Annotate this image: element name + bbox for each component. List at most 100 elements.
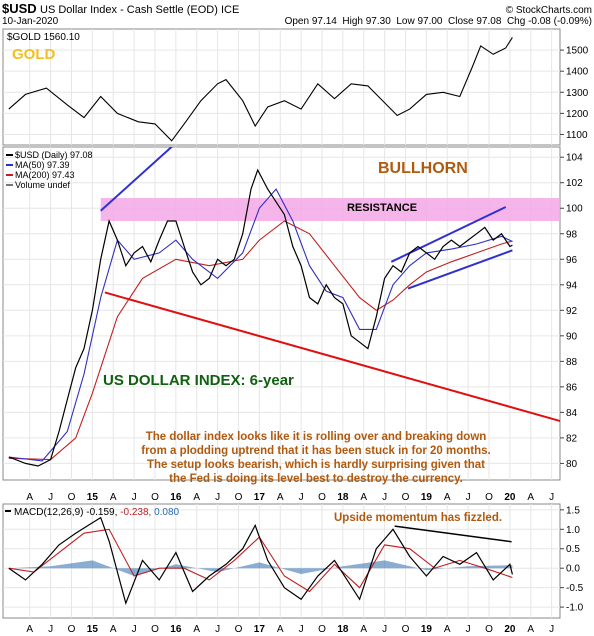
macd-legend: MACD(12,26,9) -0.159, -0.238, 0.080 bbox=[14, 507, 180, 518]
macd-legend-part: -0.238, bbox=[120, 507, 154, 518]
y-tick-label: 94 bbox=[566, 280, 578, 291]
usd-legend-item: MA(50) 97.39 bbox=[15, 160, 70, 170]
x-tick-label: J bbox=[132, 492, 137, 503]
x-tick-label: J bbox=[382, 624, 387, 635]
y-tick-label: 104 bbox=[566, 153, 583, 164]
x-tick-label: O bbox=[235, 492, 243, 503]
macd-trendline bbox=[394, 525, 512, 543]
x-tick-label: 20 bbox=[504, 492, 516, 503]
y-tick-label: 96 bbox=[566, 255, 578, 266]
x-axis-top: A J O 15 A J O 16 A J O 17 A J O 18 A J O 19 A J O 20 A J bbox=[26, 492, 554, 503]
y-tick-label: 1300 bbox=[566, 88, 589, 99]
x-tick-label: A bbox=[277, 624, 284, 635]
x-tick-label: O bbox=[68, 492, 76, 503]
chart-name: US Dollar Index - Cash Settle (EOD) ICE bbox=[40, 4, 239, 16]
x-tick-label: J bbox=[132, 624, 137, 635]
resistance-band bbox=[100, 198, 560, 221]
y-tick-label: 0.0 bbox=[566, 564, 580, 575]
trendline-channel-lower bbox=[407, 249, 513, 290]
macd-legend-part: 0.080 bbox=[154, 507, 179, 518]
x-tick-label: O bbox=[402, 492, 410, 503]
x-tick-label: O bbox=[318, 492, 326, 503]
x-tick-label: 18 bbox=[337, 492, 349, 503]
y-tick-label: 80 bbox=[566, 459, 578, 470]
x-tick-label: A bbox=[527, 624, 534, 635]
gold-panel: 1100 1200 1300 1400 1500 $GOLD 1560.10 GOLD bbox=[2, 28, 589, 146]
x-tick-label: J bbox=[48, 624, 53, 635]
ma50-line bbox=[8, 188, 513, 462]
x-tick-label: O bbox=[151, 492, 159, 503]
chart-source: © StockCharts.com bbox=[506, 5, 592, 16]
y-tick-label: 98 bbox=[566, 229, 578, 240]
gold-panel-frame bbox=[2, 28, 561, 146]
bullhorn-label: BULLHORN bbox=[378, 160, 468, 177]
x-tick-label: 15 bbox=[87, 492, 99, 503]
x-tick-label: J bbox=[48, 492, 53, 503]
x-tick-label: O bbox=[402, 624, 410, 635]
commentary-line: from a plodding uptrend that it has been… bbox=[141, 445, 491, 457]
x-tick-label: A bbox=[26, 492, 33, 503]
usd-legend-item: $USD (Daily) 97.08 bbox=[15, 150, 93, 160]
x-tick-label: J bbox=[215, 624, 220, 635]
index-title-label: US DOLLAR INDEX: 6-year bbox=[103, 372, 294, 389]
x-tick-label: A bbox=[527, 492, 534, 503]
x-tick-label: A bbox=[193, 492, 200, 503]
x-tick-label: J bbox=[549, 492, 554, 503]
y-tick-label: 1200 bbox=[566, 109, 589, 120]
x-tick-label: O bbox=[485, 492, 493, 503]
usd-price-line bbox=[8, 168, 513, 467]
y-tick-label: 1100 bbox=[566, 130, 588, 141]
usd-legend-item: MA(200) 97.43 bbox=[15, 170, 75, 180]
y-tick-label: 82 bbox=[566, 433, 578, 444]
y-tick-label: -0.5 bbox=[566, 583, 584, 594]
x-tick-label: A bbox=[26, 624, 33, 635]
gold-price-line bbox=[8, 37, 513, 142]
chart-date: 10-Jan-2020 bbox=[2, 16, 59, 27]
x-tick-label: J bbox=[549, 624, 554, 635]
x-tick-label: A bbox=[110, 624, 117, 635]
x-tick-label: 15 bbox=[87, 624, 99, 635]
x-tick-label: O bbox=[485, 624, 493, 635]
usd-legend-item: Volume undef bbox=[15, 180, 71, 190]
x-tick-label: J bbox=[299, 492, 304, 503]
y-tick-label: 1.0 bbox=[566, 525, 580, 536]
usd-panel: 80 82 84 86 88 90 92 94 96 98 100 102 104 RESISTANCE $… bbox=[2, 146, 583, 485]
y-tick-label: -1.0 bbox=[566, 603, 584, 614]
macd-annotation: Upside momentum has fizzled. bbox=[334, 512, 502, 524]
resistance-label: RESISTANCE bbox=[347, 202, 417, 214]
x-tick-label: O bbox=[68, 624, 76, 635]
macd-legend-part: -0.159, bbox=[86, 507, 120, 518]
y-tick-label: 1500 bbox=[566, 46, 589, 57]
y-tick-label: 92 bbox=[566, 306, 578, 317]
x-tick-label: A bbox=[444, 492, 451, 503]
x-tick-label: O bbox=[235, 624, 243, 635]
x-tick-label: A bbox=[110, 492, 117, 503]
macd-panel: 1.5 1.0 0.5 0.0 -0.5 -1.0 MACD(12,26,9) -0.159… bbox=[2, 503, 584, 619]
x-tick-label: 19 bbox=[421, 624, 433, 635]
commentary-line: The dollar index looks like it is rollin… bbox=[146, 431, 487, 443]
macd-legend-part: MACD(12,26,9) bbox=[14, 507, 86, 518]
y-tick-label: 88 bbox=[566, 357, 578, 368]
x-tick-label: 20 bbox=[504, 624, 516, 635]
x-tick-label: 18 bbox=[337, 624, 349, 635]
gold-legend: $GOLD 1560.10 bbox=[7, 32, 80, 43]
y-tick-label: 0.5 bbox=[566, 544, 580, 555]
trendline-bullhorn-upper bbox=[100, 147, 173, 212]
commentary-line: The setup looks bearish, which is hardly… bbox=[147, 459, 485, 471]
x-tick-label: O bbox=[151, 624, 159, 635]
chart-ohlc: Open 97.14 High 97.30 Low 97.00 Close 97… bbox=[285, 16, 592, 27]
x-tick-label: A bbox=[360, 624, 367, 635]
x-tick-label: J bbox=[382, 492, 387, 503]
macd-panel-frame bbox=[2, 503, 561, 619]
y-tick-label: 1.5 bbox=[566, 505, 580, 516]
x-tick-label: J bbox=[466, 492, 471, 503]
y-tick-label: 100 bbox=[566, 204, 583, 215]
y-tick-label: 90 bbox=[566, 331, 578, 342]
ma200-line bbox=[8, 220, 513, 461]
macd-histogram bbox=[8, 560, 513, 576]
macd-line bbox=[8, 516, 513, 606]
y-tick-label: 84 bbox=[566, 408, 578, 419]
x-tick-label: J bbox=[299, 624, 304, 635]
x-tick-label: A bbox=[193, 624, 200, 635]
